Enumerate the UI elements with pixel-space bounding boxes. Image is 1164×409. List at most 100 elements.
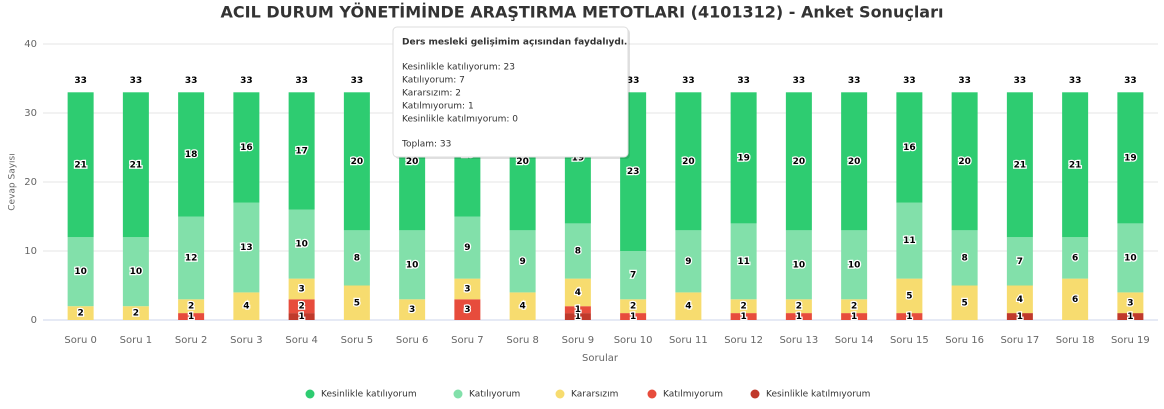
y-tick-label: 10 [24,246,37,257]
data-label: 4 [243,302,249,312]
bar-segment [675,92,702,231]
bar-segment [620,313,647,320]
tooltip-line: Kesinlikle katılıyorum: 23 [402,63,515,73]
data-label: 21 [130,160,143,170]
bar-segment [233,92,260,203]
bar-segment [1006,313,1033,320]
data-label: 5 [906,291,912,301]
bar-segment [785,230,812,300]
bar-segment [399,230,426,300]
bar-segment [454,299,481,320]
data-label: 10 [295,240,308,250]
data-label: 20 [682,157,695,167]
legend-marker [555,389,565,399]
bar-segment [564,313,591,320]
legend-marker [750,389,760,399]
data-label: 21 [1069,160,1082,170]
bar-segment [841,92,868,231]
bar-segment [454,216,481,279]
x-tick-label: Soru 9 [562,335,594,346]
data-label: 20 [793,157,806,167]
bar-segment [399,299,426,320]
bar-segment [1117,223,1144,293]
data-label: 13 [240,243,253,253]
bar-segment [122,237,149,307]
bar-segment [509,292,536,320]
legend-marker [647,389,657,399]
bar-segment [454,278,481,300]
y-tick-label: 40 [24,39,37,50]
stack-total: 33 [185,76,198,86]
tooltip-box [392,26,629,158]
x-tick-label: Soru 8 [506,335,538,346]
bar-segment [675,292,702,320]
data-label: 10 [1124,253,1137,263]
bar-segment [951,92,978,231]
bar-segment [1117,92,1144,224]
bar-segment [1006,285,1033,314]
stack-total: 33 [74,76,87,86]
bar-segment [343,285,370,320]
bar-segment [896,92,923,203]
stack-total: 33 [1124,76,1137,86]
bar-segment [178,216,205,300]
stack-total: 33 [130,76,143,86]
data-label: 8 [354,253,360,263]
bar-segment [178,299,205,314]
bar-segment [122,306,149,320]
tooltip-line: Katılmıyorum: 1 [402,102,474,112]
bar-segment [1117,292,1144,314]
data-label: 20 [516,157,529,167]
bar-segment [67,237,94,307]
bar-segment [509,230,536,293]
bar-segment [288,299,315,314]
bar-segment [620,299,647,314]
data-label: 2 [188,302,194,312]
stack-total: 33 [240,76,253,86]
data-label: 1 [630,312,636,322]
x-tick-label: Soru 0 [64,335,96,346]
data-label: 20 [958,157,971,167]
data-label: 3 [409,305,415,315]
y-tick-label: 30 [24,108,37,119]
data-label: 1 [906,312,912,322]
x-tick-label: Soru 17 [1000,335,1039,346]
bar-segment [951,230,978,286]
data-label: 9 [464,243,470,253]
bar-segment [343,92,370,231]
x-tick-label: Soru 12 [724,335,763,346]
bar-segment [233,202,260,293]
stack-total: 33 [737,76,750,86]
x-axis-title: Sorular [582,353,619,364]
bar-segment [564,306,591,314]
x-tick-label: Soru 19 [1111,335,1150,346]
data-label: 16 [903,143,916,153]
bar-segment [730,299,757,314]
data-label: 19 [1124,153,1137,163]
data-label: 4 [519,302,525,312]
x-tick-label: Soru 10 [614,335,653,346]
stack-total: 33 [295,76,308,86]
data-label: 2 [796,302,802,312]
data-label: 2 [740,302,746,312]
x-tick-label: Soru 14 [835,335,874,346]
data-label: 9 [685,257,691,267]
data-label: 3 [464,305,470,315]
bar-segment [1006,92,1033,238]
stack-total: 33 [682,76,695,86]
data-label: 4 [575,288,581,298]
data-label: 10 [848,260,861,270]
data-label: 6 [1072,253,1078,263]
tooltip-line: Katılıyorum: 7 [402,76,465,86]
legend-label: Katılmıyorum [663,390,723,400]
bar-segment [67,306,94,320]
stack-total: 33 [351,76,364,86]
bar-segment [675,230,702,293]
data-label: 3 [298,284,304,294]
data-label: 18 [185,150,198,160]
x-tick-label: Soru 16 [945,335,984,346]
x-tick-label: Soru 4 [285,335,317,346]
data-label: 17 [295,146,308,156]
legend-label: Kesinlikle katılıyorum [321,390,417,400]
